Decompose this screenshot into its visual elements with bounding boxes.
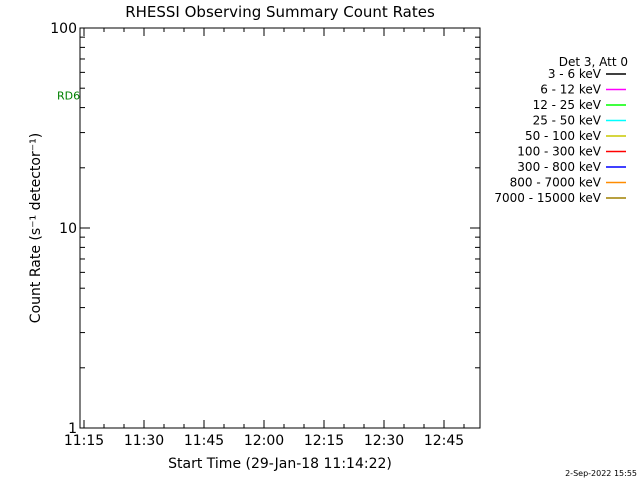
legend-label: 25 - 50 keV — [533, 114, 602, 128]
x-tick-label: 12:00 — [244, 433, 284, 449]
legend-label: 300 - 800 keV — [517, 160, 601, 174]
plot-frame — [79, 27, 481, 429]
legend-title: Det 3, Att 0 — [559, 55, 628, 69]
y-axis-label: Count Rate (s⁻¹ detector⁻¹) — [28, 133, 44, 323]
x-tick-label: 11:15 — [64, 433, 104, 449]
y-tick-label: 10 — [59, 221, 77, 237]
x-tick-label: 12:15 — [304, 433, 344, 449]
legend-label: 50 - 100 keV — [525, 129, 602, 143]
legend-label: 100 - 300 keV — [517, 145, 601, 159]
legend-label: 12 - 25 keV — [533, 98, 602, 112]
y-tick-label: 100 — [50, 21, 77, 37]
annotation-label: RD6 — [57, 89, 80, 102]
x-tick-label: 11:30 — [124, 433, 164, 449]
legend-label: 3 - 6 keV — [548, 67, 602, 81]
legend-label: 800 - 7000 keV — [510, 176, 602, 190]
chart-title: RHESSI Observing Summary Count Rates — [125, 3, 435, 21]
plot-area: 11:15 11:30 11:45 12:00 12:15 12:30 12:45 1 10 10… — [50, 21, 480, 449]
x-tick-label: 11:45 — [184, 433, 224, 449]
x-axis-label: Start Time (29-Jan-18 11:14:22) — [168, 456, 392, 472]
x-tick-label: 12:30 — [364, 433, 404, 449]
x-tick-label: 12:45 — [424, 433, 464, 449]
timestamp: 2-Sep-2022 15:55 — [565, 469, 637, 478]
legend-label: 6 - 12 keV — [540, 83, 602, 97]
legend-label: 7000 - 15000 keV — [494, 191, 601, 205]
y-tick-label: 1 — [68, 421, 77, 437]
